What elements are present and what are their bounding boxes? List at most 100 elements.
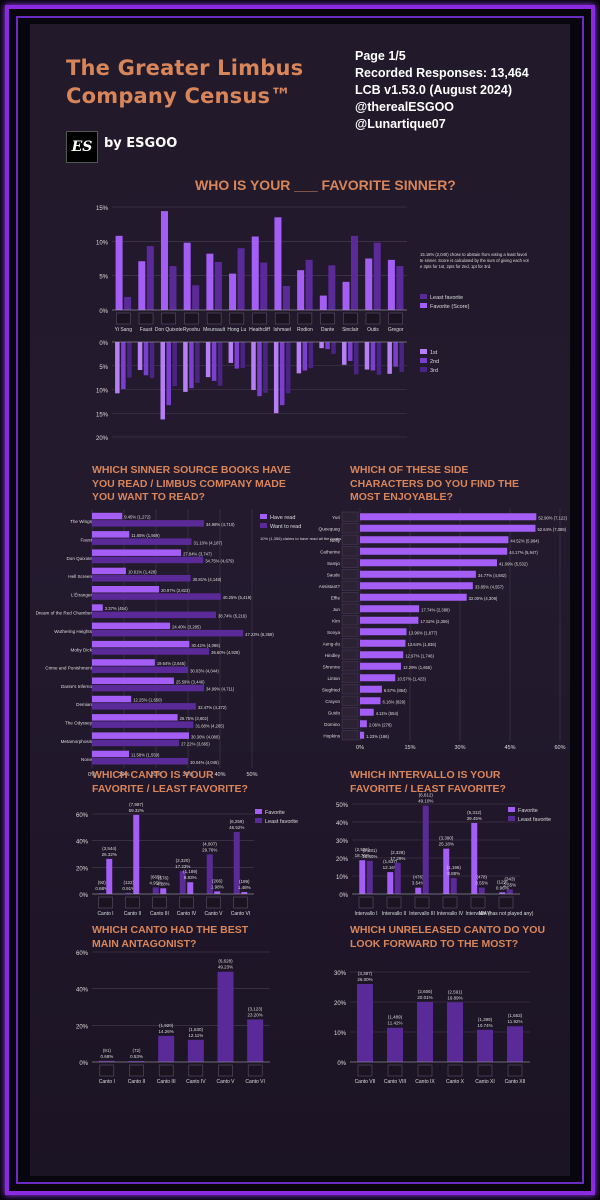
sinner-rank-bar-rodion-2nd (302, 342, 308, 371)
canto-fav-bar-canto-iv-favorite (179, 871, 186, 894)
antagonist-xtick-canto-i: Canto I (99, 1079, 115, 1085)
unreleased-xtick-canto-xii: Canto XII (505, 1079, 526, 1085)
sidechar-icon-shrenne (341, 661, 359, 672)
antagonist-count-canto-v-value: (6,628) (218, 959, 233, 964)
sinner-rank-bar-ryoshu-3rd (195, 342, 200, 383)
sidechar-icon-sonya (341, 626, 359, 637)
canto-fav-bar-canto-ii-least-favorite (133, 814, 140, 894)
sinner-score-xtick-outis: Outis (367, 327, 379, 333)
intervallo-pct-n-a-has-not-played-any-favorite: 0.96% (496, 885, 509, 890)
canto-fav-pct-canto-iv-favorite: 17.23% (175, 864, 190, 869)
unreleased-canto-question: WHICH UNRELEASED CANTO DO YOU LOOK FORWA… (350, 924, 546, 950)
sinner-score-legend-swatch-least-favorite (420, 294, 427, 299)
sinner-rank-bar-heathcliff-3rd (263, 342, 268, 393)
antagonist-portrait-canto-iii (158, 1064, 174, 1077)
intervallo-bar-intervallo-i-least-favorite (366, 860, 373, 894)
intervallo-bar-intervallo-ii-favorite (387, 872, 394, 894)
sinner-score-portrait-sinclair (343, 312, 358, 325)
sinner-score-ytick-2: 10% (96, 240, 109, 246)
books-bar-none-want-to-read (92, 758, 189, 765)
canto-fav-count-canto-i-least-favorite: (3,544) (102, 846, 117, 851)
sidechar-label-catherine-value: 44.17% (5,947) (509, 550, 538, 555)
canto-fav-pct-canto-ii-least-favorite: 59.32% (129, 808, 144, 813)
sinner-rank-bar-heathcliff-1st (251, 342, 256, 390)
outer-neon-border (5, 5, 595, 1195)
canto-fav-xtick-canto-iii: Canto III (150, 911, 169, 917)
books-label-the-odyssey-have-read: 26.75% (3,602) (180, 716, 209, 721)
canto-fav-count-canto-vi-favorite: (6,259) (230, 819, 245, 824)
sinner-rank-legend-3rd: 3rd (430, 368, 438, 374)
intervallo-pct-intervallo-i-favorite: 18.76% (355, 853, 370, 858)
intervallo-count-intervallo-ii-favorite: (1,637) (383, 859, 398, 864)
sinner-score-bar-rodion-favorite-score (297, 270, 305, 310)
sidechar-icon-nelly (341, 534, 359, 545)
books-name-the-odyssey: The Odyssey (65, 720, 93, 725)
sidechar-bar-saude-value (360, 570, 476, 578)
books-bar-moby-dick-want-to-read (92, 648, 210, 655)
sidechar-label-saude-value: 34.77% (4,682) (478, 573, 507, 578)
sidechar-label-queequeg-value: 52.64% (7,088) (537, 527, 566, 532)
sidechar-bar-samjo-value (360, 559, 497, 567)
sidechar-label-nelly-value: 44.52% (5,994) (510, 539, 539, 544)
sinner-rank-bar-meursault-3rd (217, 342, 223, 386)
books-bar-don-quixote-have-read (92, 549, 182, 556)
sidechar-name-guido: Guido (328, 710, 341, 715)
sinner-score-portrait-faust (138, 312, 154, 325)
inner-neon-border (16, 16, 584, 1184)
antagonist-portrait-canto-v (218, 1064, 233, 1077)
source-books-question: WHICH SINNER SOURCE BOOKS HAVE YOU READ … (92, 464, 291, 503)
sidechar-bar-kim-value (360, 616, 419, 624)
sinner-rank-bar-yi-sang-1st (115, 342, 120, 394)
books-label-don-quixote-have-read: 27.84% (3,747) (183, 551, 212, 556)
unreleased-bar-canto-viii-value (387, 1027, 403, 1062)
sinner-note-1: 15.16% (2,040) chose to abstain from vot… (420, 252, 527, 257)
unreleased-ytick-1: 10% (334, 1031, 347, 1037)
favorite-sinner-question: WHO IS YOUR ___ FAVORITE SINNER? (195, 177, 456, 193)
sidechar-label-hindley-value: 12.97% (1,746) (405, 654, 434, 659)
books-label-dante-s-inferno-want-to-read: 34.99% (4,711) (206, 687, 235, 692)
sinner-score-bar-don-quixote-least-favorite (169, 266, 177, 310)
sidechar-label-hopkins-value: 1.23% (166) (366, 734, 389, 739)
antagonist-pct-canto-i-value: 0.68% (100, 1054, 113, 1059)
sinner-rank-bar-gregor-3rd (399, 342, 404, 372)
intervallo-pct-intervallo-i-least-favorite: 18.40% (362, 854, 377, 859)
antagonist-count-canto-vi-value: (3,123) (248, 1006, 263, 1011)
sidechar-label-yuri-value: 52.90% (7,122) (538, 516, 567, 521)
unreleased-portrait-canto-ix (417, 1064, 433, 1077)
books-legend-have-read: Have read (270, 515, 295, 521)
intervallo-xtick-intervallo-v: Intervallo V (465, 911, 491, 917)
unreleased-bar-canto-xi-value (477, 1029, 493, 1062)
sinner-rank-bar-don-quixote-2nd (166, 342, 171, 406)
books-label-metamorphosis-have-read: 30.30% (4,080) (191, 734, 220, 739)
canto-fav-portrait-canto-iii (152, 896, 167, 909)
antagonist-count-canto-iii-value: (1,920) (159, 1023, 174, 1028)
sinner-rank-legend-swatch-3rd (420, 367, 427, 372)
sidechar-label-sonya-value: 13.96% (1,877) (409, 631, 438, 636)
intervallo-xtick-intervallo-i: Intervallo I (354, 911, 377, 917)
books-label-l-tranger-want-to-read: 40.25% (5,419) (223, 595, 252, 600)
books-label-l-tranger-have-read: 20.97% (2,823) (161, 588, 190, 593)
sinner-rank-legend-swatch-2nd (420, 358, 427, 363)
unreleased-portrait-canto-x (447, 1064, 463, 1077)
books-bar-dante-s-inferno-want-to-read (92, 684, 204, 692)
sidechar-icon-queequeg (341, 523, 359, 534)
antagonist-bar-canto-vi-value (247, 1019, 264, 1062)
sinner-rank-bar-yi-sang-2nd (121, 342, 126, 390)
sinner-score-legend-swatch-favorite-score (420, 303, 427, 308)
antagonist-pct-canto-v-value: 49.23% (218, 965, 233, 970)
sinner-score-xtick-gregor: Gregor (388, 327, 404, 333)
side-characters-question: WHICH OF THESE SIDE CHARACTERS DO YOU FI… (350, 464, 519, 503)
canto-fav-pct-canto-iii-favorite: 4.95% (149, 880, 162, 885)
canto-fav-count-canto-v-least-favorite: (266) (212, 878, 223, 883)
books-name-l-tranger: L'Étranger (71, 591, 93, 597)
books-bar-the-odyssey-want-to-read (92, 721, 194, 728)
sinner-score-xtick-ryoshu: Ryoshu (183, 327, 200, 333)
books-label-wuthering-heights-want-to-read: 47.23% (6,359) (245, 632, 274, 637)
antagonist-pct-canto-vi-value: 23.20% (248, 1012, 263, 1017)
canto-fav-pct-canto-v-least-favorite: 1.98% (211, 884, 224, 889)
canto-fav-portrait-canto-i (98, 896, 113, 909)
sinner-rank-bar-faust-1st (137, 342, 143, 371)
unreleased-count-canto-vii-value: (3,387) (358, 971, 373, 976)
sinner-score-xtick-meursault: Meursault (203, 327, 226, 333)
intervallo-xtick-intervallo-ii: Intervallo II (382, 911, 406, 917)
